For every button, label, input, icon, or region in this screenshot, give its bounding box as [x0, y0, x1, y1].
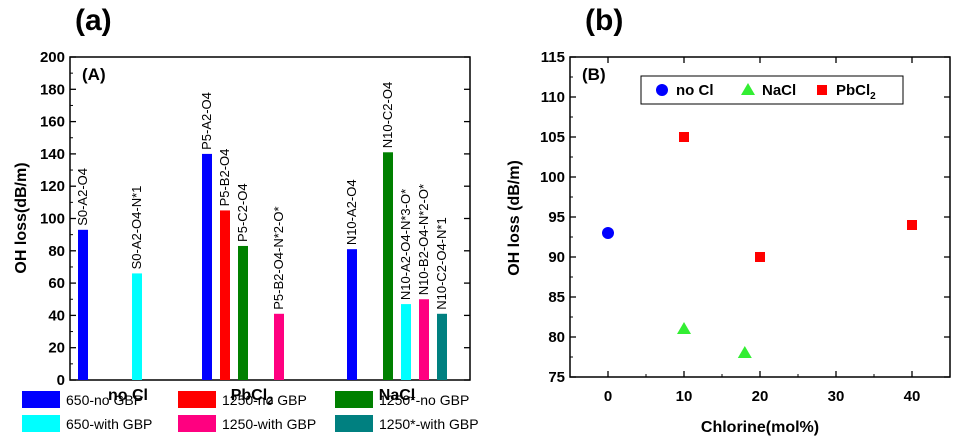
panel-a-inner-label: (A)	[82, 65, 106, 84]
panel-b-legend-box	[640, 75, 904, 105]
panel-a-bar	[437, 313, 447, 380]
panel-b-ytick-label: 90	[548, 249, 565, 266]
panel-a-ytick-label: 40	[48, 307, 65, 324]
panel-a-bar-label: P5-B2-O4	[217, 149, 232, 207]
panel-a-ytick-label: 180	[40, 81, 65, 98]
panel-a-legend-swatch	[178, 391, 216, 408]
panel-a-group-label: NaCl	[379, 387, 415, 404]
panel-b-legend-label: NaCl	[762, 82, 796, 99]
panel-a-ytick-label: 140	[40, 146, 65, 163]
panel-a-ytick-label: 60	[48, 275, 65, 292]
panel-a-bar-label: P5-A2-O4	[199, 92, 214, 150]
panel-b-xtick-label: 30	[828, 388, 845, 405]
panel-b-point-circle	[602, 227, 614, 239]
panel-a-bar-label: N10-A2-O4	[344, 179, 359, 245]
panel-b-ytick-label: 105	[540, 129, 565, 146]
panel-b-xtick-label: 0	[604, 388, 612, 405]
panel-a-legend-swatch	[335, 415, 373, 432]
panel-b-legend-label: no Cl	[676, 82, 714, 99]
panel-b-point-triangle	[737, 346, 752, 358]
panel-a-ytick-label: 20	[48, 340, 65, 357]
panel-b-legend-marker	[741, 83, 755, 95]
panel-b-points	[602, 132, 917, 358]
panel-a-legend: 650-no GBP 1250-no GBP 1250*-no GBP 650-wit…	[22, 391, 479, 432]
panel-a-ytick-label: 160	[40, 114, 65, 131]
panel-a-bars: S0-A2-O4 S0-A2-O4-N*1 P5-A2-O4P5-B2-O4P5-C…	[75, 82, 449, 380]
panel-b-xlabel: Chlorine(mol%)	[701, 419, 819, 436]
panel-a-group-label: PbCl2	[231, 387, 274, 407]
panel-a-bar-label: S0-A2-O4	[75, 168, 90, 226]
panel-a-legend-swatch	[178, 415, 216, 432]
panel-b-ytick-label: 110	[541, 89, 565, 106]
panel-a-bar	[202, 153, 212, 380]
panel-a-legend-label: 1250-no GBP	[222, 392, 307, 408]
panel-b-xtick-label: 10	[676, 388, 693, 405]
panel-b-point-square	[907, 220, 917, 230]
panel-b-ytick-label: 115	[541, 49, 565, 66]
panel-b-legend-label: PbCl2	[836, 82, 876, 102]
panel-a-legend-swatch	[22, 391, 60, 408]
panel-a-legend-label: 1250-with GBP	[222, 416, 316, 432]
panel-a-bar-label: P5-B2-O4-N*2-O*	[271, 206, 286, 309]
panel-b-xtick-label: 20	[752, 388, 769, 405]
panel-a-legend-label: 1250*-with GBP	[379, 416, 479, 432]
panel-b-inner-label: (B)	[582, 65, 606, 84]
panel-b-legend-marker	[817, 85, 827, 95]
panel-a-bar-label: N10-B2-O4-N*2-O*	[416, 184, 431, 295]
panel-a-bar-label: N10-C2-O4	[380, 82, 395, 148]
panel-b-yticks: 75 80 85 90 95 100 105 110 115	[540, 49, 950, 386]
panel-a-ytick-label: 0	[57, 372, 65, 389]
panel-b-letter: (b)	[585, 4, 623, 37]
panel-a-legend-label: 650-with GBP	[66, 416, 152, 432]
panel-b-ytick-label: 85	[548, 289, 565, 306]
panel-a-ytick-label: 200	[40, 49, 65, 66]
panel-b-ytick-label: 100	[540, 169, 565, 186]
panel-a-bar	[78, 229, 88, 380]
panel-b-ylabel: OH loss (dB/m)	[506, 160, 523, 276]
panel-a-legend-label: 650-no GBP	[66, 392, 143, 408]
panel-a-bar-label: N10-C2-O4-N*1	[434, 217, 449, 309]
panel-a-ytick-label: 100	[40, 211, 65, 228]
panel-a-group-labels: no Cl PbCl2 NaCl	[108, 387, 415, 407]
panel-a-legend-swatch	[22, 415, 60, 432]
panel-a-bar	[347, 249, 357, 380]
panel-b-xticks: 0 10 20 30 40	[604, 57, 921, 405]
panel-b-frame	[569, 56, 951, 378]
panel-a-legend-swatch	[335, 391, 373, 408]
panel-b-xtick-label: 40	[904, 388, 921, 405]
panel-a-letter: (a)	[75, 4, 112, 37]
panel-b: (b) (B) OH loss (dB/m) Chlorine(mol%) 75…	[506, 4, 951, 436]
panel-b-ytick-label: 80	[548, 329, 565, 346]
panel-a-ytick-label: 120	[40, 178, 65, 195]
panel-b-point-square	[755, 252, 765, 262]
panel-a-ylabel: OH loss(dB/m)	[13, 162, 30, 273]
panel-b-legend: no Cl NaCl PbCl2	[640, 75, 904, 105]
panel-a-bar	[220, 210, 230, 380]
panel-b-point-triangle	[677, 322, 691, 334]
panel-a-bar	[274, 313, 284, 380]
panel-a-bar	[419, 299, 429, 380]
panel-a-ytick-label: 80	[48, 243, 65, 260]
panel-a-bar	[401, 304, 411, 380]
panel-a-group-label: no Cl	[108, 387, 148, 404]
panel-a-bar	[383, 152, 393, 380]
panel-b-ytick-label: 95	[548, 209, 565, 226]
panel-b-point-square	[679, 132, 689, 142]
panel-a: (a) (A) OH loss(dB/m) 0 20 40 60 80 100 120 140…	[13, 4, 479, 432]
panel-a-bar-label: P5-C2-O4	[235, 183, 250, 242]
panel-a-bar	[238, 245, 248, 380]
panel-b-legend-marker	[656, 84, 668, 96]
panel-a-yticks: 0 20 40 60 80 100 120 140 160 180 200	[40, 49, 470, 389]
panel-a-legend-label: 1250*-no GBP	[379, 392, 469, 408]
panel-a-bar-label: S0-A2-O4-N*1	[129, 186, 144, 270]
panel-b-ytick-label: 75	[548, 369, 565, 386]
panel-a-bar	[132, 273, 142, 380]
panel-a-bar-label: N10-A2-O4-N*3-O*	[398, 189, 413, 300]
